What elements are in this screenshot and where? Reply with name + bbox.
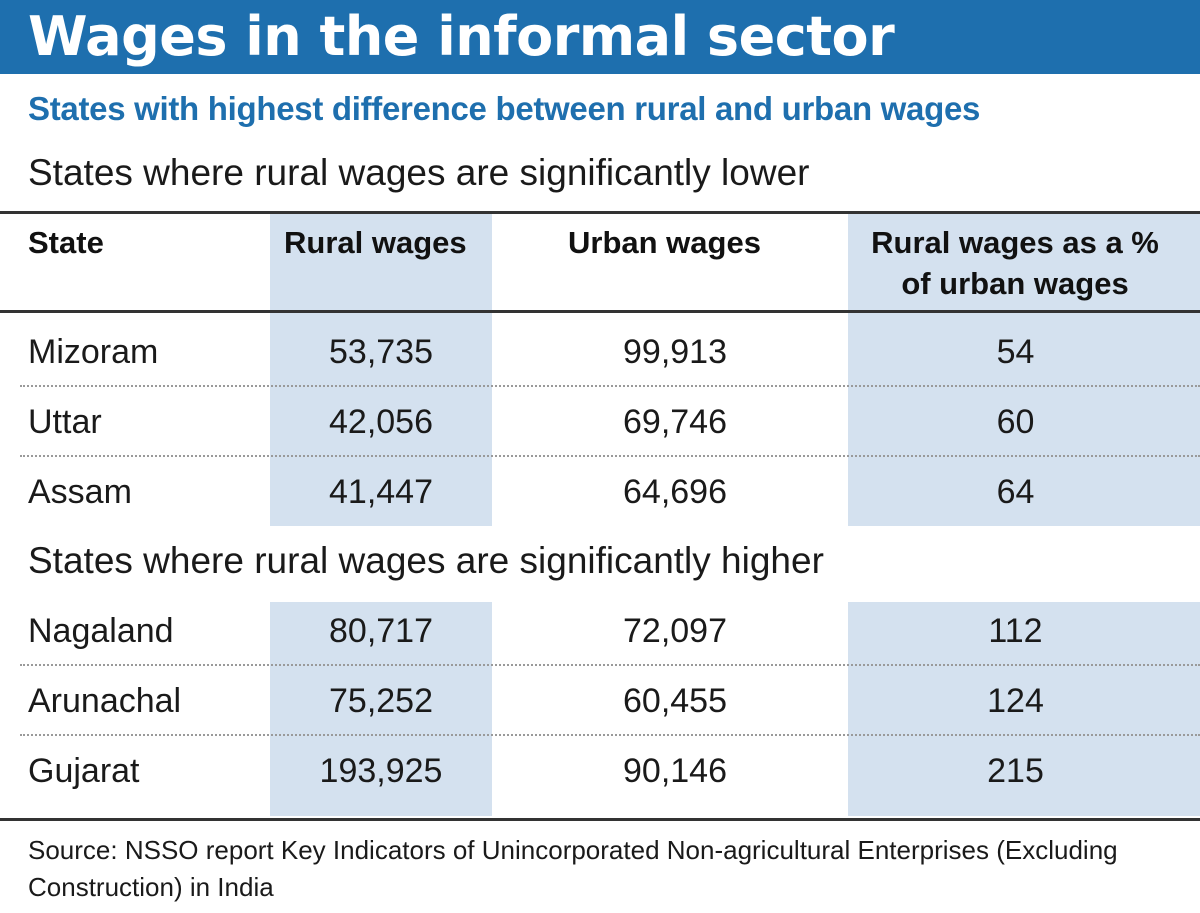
section-heading-lower: States where rural wages are significant… [28, 152, 810, 193]
state-cell: Nagaland [28, 612, 174, 650]
pct-cell: 112 [988, 612, 1043, 650]
pct-cell: 54 [996, 333, 1035, 371]
col-header-urban: Urban wages [568, 225, 761, 260]
state-cell: Assam [28, 473, 132, 511]
row-divider [20, 664, 1200, 666]
title-banner: Wages in the informal sector [0, 0, 1200, 74]
state-cell: Arunachal [28, 682, 182, 720]
urban-cell: 99,913 [623, 333, 727, 371]
row-divider [20, 734, 1200, 736]
state-cell: Mizoram [28, 333, 159, 371]
urban-cell: 90,146 [623, 752, 727, 790]
row-divider [20, 455, 1200, 457]
source-note: Source: NSSO report Key Indicators of Un… [28, 835, 1118, 902]
col-header-pct: Rural wages as a % of urban wages [871, 225, 1159, 301]
rural-cell: 53,735 [329, 333, 433, 371]
row-divider [20, 385, 1200, 387]
pct-column-shade-1 [848, 312, 1200, 526]
pct-column-shade-2 [848, 602, 1200, 816]
table-top-rule [0, 211, 1200, 214]
rural-cell: 42,056 [329, 403, 433, 441]
pct-header-shade [848, 214, 1200, 310]
urban-cell: 69,746 [623, 403, 727, 441]
rural-header-shade [270, 214, 492, 310]
subtitle: States with highest difference between r… [28, 90, 981, 127]
rural-cell: 75,252 [329, 682, 433, 720]
page-title: Wages in the informal sector [28, 5, 895, 68]
pct-cell: 64 [996, 473, 1035, 511]
state-cell: Gujarat [28, 752, 140, 790]
rural-cell: 41,447 [329, 473, 433, 511]
header-bottom-rule [0, 310, 1200, 313]
state-cell: Uttar [28, 403, 102, 441]
rural-cell: 193,925 [319, 752, 443, 790]
urban-cell: 60,455 [623, 682, 727, 720]
section-heading-higher: States where rural wages are significant… [28, 540, 824, 581]
rural-column-shade-2 [270, 602, 492, 816]
pct-cell: 215 [987, 752, 1044, 790]
table-bottom-rule [0, 818, 1200, 821]
col-header-state: State [28, 225, 104, 260]
urban-cell: 64,696 [623, 473, 727, 511]
rural-cell: 80,717 [329, 612, 433, 650]
urban-cell: 72,097 [623, 612, 727, 650]
col-header-rural: Rural wages [284, 225, 467, 260]
pct-cell: 60 [996, 403, 1035, 441]
rural-column-shade-1 [270, 312, 492, 526]
pct-cell: 124 [987, 682, 1044, 720]
